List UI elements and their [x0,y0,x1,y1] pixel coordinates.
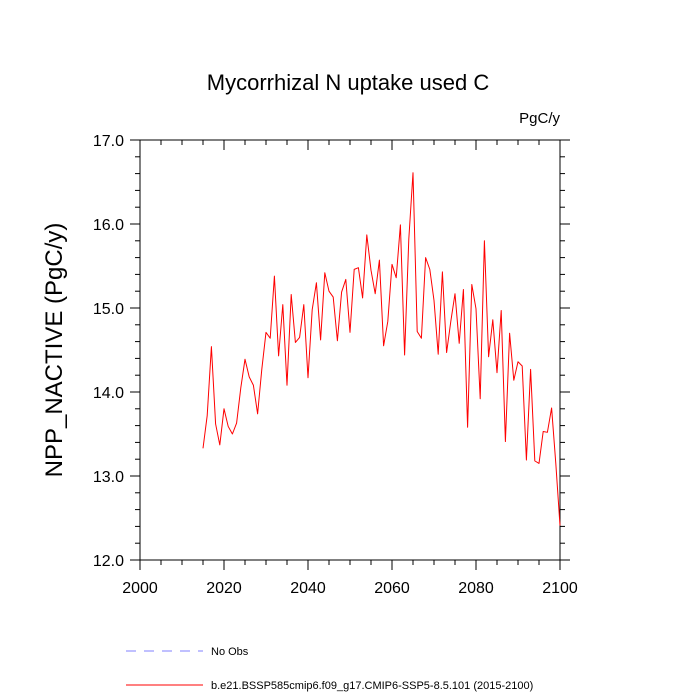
x-tick-label: 2060 [374,580,410,597]
units-label: PgC/y [519,110,560,127]
x-tick-label: 2080 [458,580,494,597]
chart-title: Mycorrhizal N uptake used C [207,70,490,95]
x-tick-label: 2020 [206,580,242,597]
series-group [202,172,561,526]
legend: No Obs b.e21.BSSP585cmip6.f09_g17.CMIP6-… [126,646,533,692]
y-tick-label: 13.0 [93,469,124,486]
y-tick-label: 14.0 [93,385,124,402]
legend-label-model: b.e21.BSSP585cmip6.f09_g17.CMIP6-SSP5-8.… [211,680,533,692]
x-tick-label: 2040 [290,580,326,597]
x-tick-label: 2000 [122,580,158,597]
legend-label-no-obs: No Obs [211,646,249,658]
y-axis-label: NPP_NACTIVE (PgC/y) [41,223,68,478]
y-tick-label: 17.0 [93,133,124,150]
y-tick-label: 15.0 [93,301,124,318]
plot-frame [139,139,561,561]
axis-ticks [130,139,570,570]
x-tick-label: 2100 [542,580,578,597]
y-tick-label: 12.0 [93,553,124,570]
axis-tick-labels: 2000 2020 2040 2060 2080 2100 12.0 13.0 14.0 15.0… [93,133,578,597]
series-line [202,172,561,526]
y-tick-label: 16.0 [93,217,124,234]
